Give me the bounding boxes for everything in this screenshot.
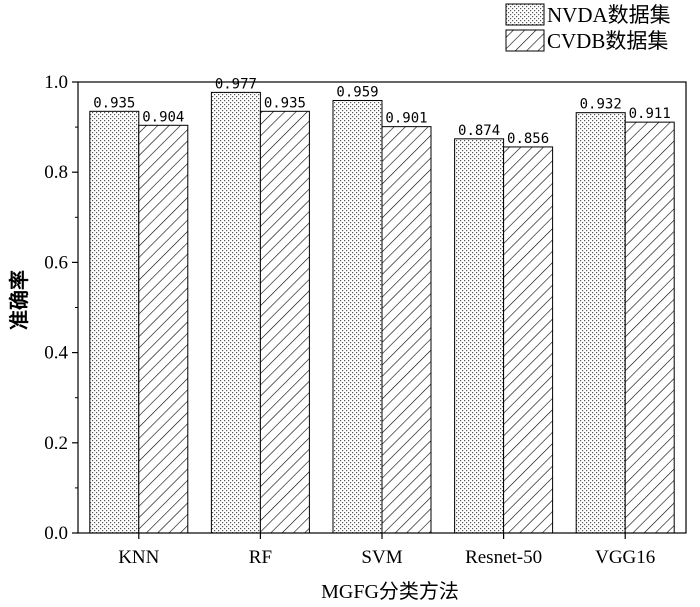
bar-nvda-0 xyxy=(89,110,140,534)
x-axis-title: MGFG分类方法 xyxy=(321,580,459,603)
legend-label-cvdb: CVDB数据集 xyxy=(547,29,668,53)
bar-cvdb-4 xyxy=(624,121,675,534)
x-tick-label-3: Resnet-50 xyxy=(465,547,542,568)
data-label-cvdb-2: 0.901 xyxy=(385,111,427,127)
bar-nvda-2 xyxy=(332,99,383,534)
bar-nvda-4 xyxy=(575,112,626,534)
data-label-nvda-0: 0.935 xyxy=(93,95,135,111)
y-axis-title: 准确率 xyxy=(7,270,31,330)
bar-cvdb-1 xyxy=(259,110,310,534)
bar-cvdb-3 xyxy=(503,146,554,534)
legend: NVDA数据集 CVDB数据集 xyxy=(505,3,671,53)
x-tick-label-4: VGG16 xyxy=(595,547,655,568)
data-label-nvda-1: 0.977 xyxy=(215,76,257,92)
legend-swatch-nvda xyxy=(505,3,545,26)
legend-label-nvda: NVDA数据集 xyxy=(547,3,671,27)
plot-area: 0.935 0.904 0.977 0.935 0.959 0.901 0.874 0.856… xyxy=(44,72,687,568)
data-label-nvda-2: 0.959 xyxy=(336,84,378,100)
x-tick-label-2: SVM xyxy=(361,547,402,568)
data-label-nvda-4: 0.932 xyxy=(580,97,622,113)
y-tick-label-1: 0.2 xyxy=(44,433,68,454)
x-tick-label-0: KNN xyxy=(118,547,159,568)
data-label-cvdb-0: 0.904 xyxy=(142,109,184,125)
legend-swatch-cvdb xyxy=(505,29,545,52)
bar-nvda-1 xyxy=(210,91,261,534)
data-label-cvdb-4: 0.911 xyxy=(629,106,671,122)
data-label-nvda-3: 0.874 xyxy=(458,123,500,139)
y-tick-label-3: 0.6 xyxy=(44,252,68,273)
data-label-cvdb-3: 0.856 xyxy=(507,131,549,147)
y-tick-label-5: 1.0 xyxy=(44,72,68,93)
y-tick-label-2: 0.4 xyxy=(44,343,68,364)
bar-cvdb-2 xyxy=(381,126,432,534)
bar-nvda-3 xyxy=(454,138,505,534)
data-label-cvdb-1: 0.935 xyxy=(264,95,306,111)
x-tick-label-1: RF xyxy=(249,547,272,568)
y-tick-label-0: 0.0 xyxy=(44,523,68,544)
bar-cvdb-0 xyxy=(138,124,189,534)
y-tick-label-4: 0.8 xyxy=(44,162,68,183)
